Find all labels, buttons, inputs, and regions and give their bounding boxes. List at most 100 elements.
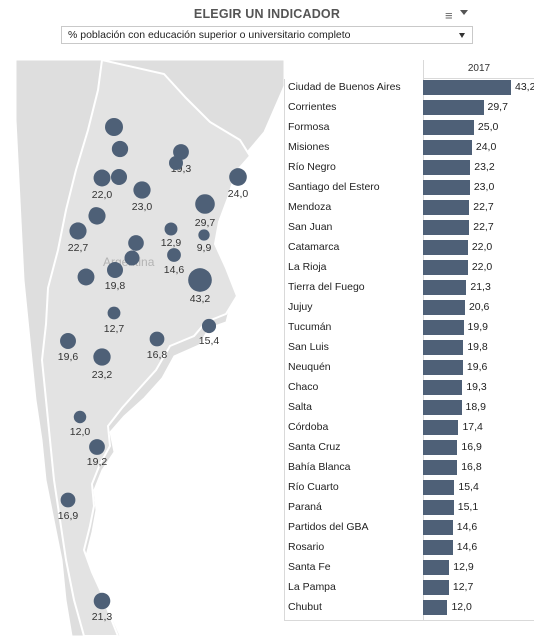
map-bubble-label: 19,8	[105, 280, 126, 292]
chevron-down-icon[interactable]	[460, 10, 468, 15]
table-row[interactable]: Santa Fe 12,9	[284, 558, 534, 578]
table-row[interactable]: Córdoba 17,4	[284, 418, 534, 438]
row-bar[interactable]	[423, 560, 450, 575]
table-row[interactable]: Mendoza 22,7	[284, 198, 534, 218]
row-value-label: 16,9	[461, 441, 482, 453]
table-row[interactable]: Río Cuarto 15,4	[284, 478, 534, 498]
row-bar[interactable]	[423, 360, 463, 375]
row-bar[interactable]	[423, 140, 472, 155]
row-bar[interactable]	[423, 160, 471, 175]
map-bubble[interactable]	[89, 439, 105, 455]
row-name: Chubut	[288, 601, 322, 613]
table-row[interactable]: San Luis 19,8	[284, 338, 534, 358]
table-row[interactable]: Partidos del GBA 14,6	[284, 518, 534, 538]
table-row[interactable]: Ciudad de Buenos Aires 43,2	[284, 78, 534, 98]
row-bar[interactable]	[423, 260, 468, 275]
row-name: Santa Fe	[288, 561, 331, 573]
map-bubble[interactable]	[73, 410, 87, 424]
table-row[interactable]: La Pampa 12,7	[284, 578, 534, 598]
table-row[interactable]: Río Negro 23,2	[284, 158, 534, 178]
map-bubble-label: 19,6	[58, 351, 79, 363]
row-bar[interactable]	[423, 220, 470, 235]
row-bar[interactable]	[423, 320, 464, 335]
row-bar[interactable]	[423, 380, 463, 395]
table-row[interactable]: Tierra del Fuego 21,3	[284, 278, 534, 298]
table-row[interactable]: Santiago del Estero 23,0	[284, 178, 534, 198]
map-bubble[interactable]	[169, 156, 183, 170]
row-bar[interactable]	[423, 580, 449, 595]
map-bubble[interactable]	[128, 235, 144, 251]
row-bar[interactable]	[423, 480, 455, 495]
row-bar[interactable]	[423, 80, 511, 95]
table-row[interactable]: Tucumán 19,9	[284, 318, 534, 338]
map-bubble[interactable]	[107, 306, 121, 320]
map-bubble[interactable]	[195, 194, 215, 214]
map-bubble[interactable]	[133, 181, 151, 199]
map-bubble[interactable]	[111, 140, 129, 158]
table-row[interactable]: Chubut 12,0	[284, 598, 534, 618]
row-bar[interactable]	[423, 280, 467, 295]
row-bar[interactable]	[423, 440, 458, 455]
row-bar[interactable]	[423, 100, 484, 115]
map-bubble[interactable]	[60, 492, 76, 508]
dropdown-caret-icon[interactable]	[459, 33, 465, 38]
map-bubble[interactable]	[60, 333, 76, 349]
map-bubble[interactable]	[173, 144, 189, 160]
table-row[interactable]: Jujuy 20,6	[284, 298, 534, 318]
row-bar[interactable]	[423, 300, 465, 315]
table-row[interactable]: Chaco 19,3	[284, 378, 534, 398]
row-bar[interactable]	[423, 200, 470, 215]
row-bar[interactable]	[423, 240, 468, 255]
map-bubble[interactable]	[188, 268, 212, 292]
row-name: Partidos del GBA	[288, 521, 369, 533]
row-value-label: 14,6	[456, 541, 478, 553]
table-row[interactable]: San Juan 22,7	[284, 218, 534, 238]
table-row[interactable]: Rosario 14,6	[284, 538, 534, 558]
map-bubble[interactable]	[69, 222, 87, 240]
map-bubble[interactable]	[201, 318, 217, 334]
row-bar[interactable]	[423, 420, 459, 435]
row-bar[interactable]	[423, 460, 458, 475]
row-bar[interactable]	[423, 340, 464, 355]
map-bubble[interactable]	[77, 268, 95, 286]
map-bubble[interactable]	[93, 348, 111, 366]
table-row[interactable]: Bahía Blanca 16,8	[284, 458, 534, 478]
row-bar[interactable]	[423, 120, 474, 135]
map-svg: Argentina 43,229,724,023,223,022,722,021…	[15, 60, 284, 636]
row-bar[interactable]	[423, 540, 453, 555]
map-bubble[interactable]	[124, 250, 140, 266]
table-row[interactable]: Corrientes 29,7	[284, 98, 534, 118]
map-bubble[interactable]	[229, 168, 247, 186]
row-value-label: 15,1	[457, 501, 479, 513]
row-bar[interactable]	[423, 180, 470, 195]
table-row[interactable]: Salta 18,9	[284, 398, 534, 418]
map-bubble[interactable]	[198, 229, 210, 241]
map-bubble[interactable]	[106, 261, 124, 279]
row-bar[interactable]	[423, 600, 448, 615]
map-bubble[interactable]	[93, 169, 111, 187]
map-bubble[interactable]	[110, 168, 128, 186]
table-row[interactable]: Misiones 24,0	[284, 138, 534, 158]
map-bubble[interactable]	[105, 118, 123, 136]
year-column-header[interactable]: 2017	[423, 60, 534, 79]
row-bar[interactable]	[423, 400, 462, 415]
map-bubble[interactable]	[93, 592, 111, 610]
row-bar[interactable]	[423, 500, 454, 515]
map-panel[interactable]: Argentina 43,229,724,023,223,022,722,021…	[14, 60, 284, 636]
table-row[interactable]: La Rioja 22,0	[284, 258, 534, 278]
ranking-table: 2017 Ciudad de Buenos Aires 43,2 Corriente…	[284, 60, 534, 620]
table-row[interactable]: Neuquén 19,6	[284, 358, 534, 378]
map-bubble[interactable]	[89, 207, 103, 221]
row-bar[interactable]	[423, 520, 453, 535]
table-row[interactable]: Formosa 25,0	[284, 118, 534, 138]
map-bubble[interactable]	[167, 248, 181, 262]
indicator-dropdown-value: % población con educación superior o uni…	[68, 29, 351, 41]
map-bubble[interactable]	[164, 222, 178, 236]
table-row[interactable]: Catamarca 22,0	[284, 238, 534, 258]
row-name: Santiago del Estero	[288, 181, 380, 193]
indicator-dropdown[interactable]: % población con educación superior o uni…	[61, 26, 473, 44]
table-row[interactable]: Paraná 15,1	[284, 498, 534, 518]
table-row[interactable]: Santa Cruz 16,9	[284, 438, 534, 458]
map-bubble[interactable]	[149, 331, 165, 347]
menu-icon[interactable]: ≡	[445, 8, 453, 23]
